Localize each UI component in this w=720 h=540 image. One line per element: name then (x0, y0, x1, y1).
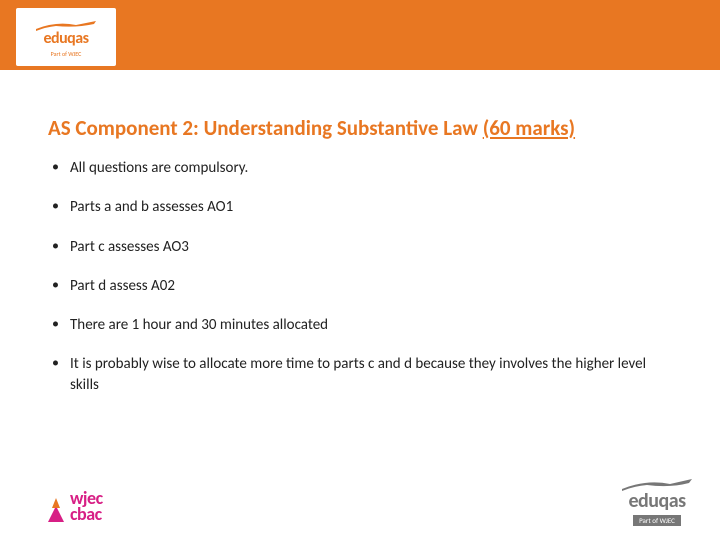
list-item: Parts a and b assesses AO1 (48, 197, 672, 217)
wjec-triangle-icon (48, 494, 64, 522)
title-marks: (60 marks) (483, 115, 575, 141)
page-title: AS Component 2: Understanding Substantiv… (48, 115, 575, 141)
swoop-icon (622, 477, 692, 489)
header-logo-subtext: Part of WJEC (51, 50, 82, 58)
footer-right: eduqas Part of WJEC (622, 477, 692, 526)
footer-eduqas-sub: Part of WJEC (633, 515, 681, 526)
wjec-logo: wjec cbac (70, 490, 103, 522)
footer-eduqas-text: eduqas (628, 489, 685, 513)
list-item: All questions are compulsory. (48, 158, 672, 178)
slide: eduqas Part of WJEC AS Component 2: Unde… (0, 0, 720, 540)
list-item: There are 1 hour and 30 minutes allocate… (48, 315, 672, 335)
header-bar: eduqas Part of WJEC (0, 0, 720, 70)
title-main: AS Component 2: Understanding Substantiv… (48, 115, 478, 141)
header-logo-text: eduqas (43, 29, 88, 48)
list-item: Part d assess A02 (48, 276, 672, 296)
footer-left: wjec cbac (48, 490, 103, 522)
wjec-text-bottom: cbac (70, 506, 103, 522)
list-item: Part c assesses AO3 (48, 237, 672, 257)
swoop-icon (36, 17, 96, 27)
list-item: It is probably wise to allocate more tim… (48, 354, 672, 395)
eduqas-header-logo: eduqas Part of WJEC (16, 8, 116, 66)
bullet-list: All questions are compulsory. Parts a an… (48, 158, 672, 414)
